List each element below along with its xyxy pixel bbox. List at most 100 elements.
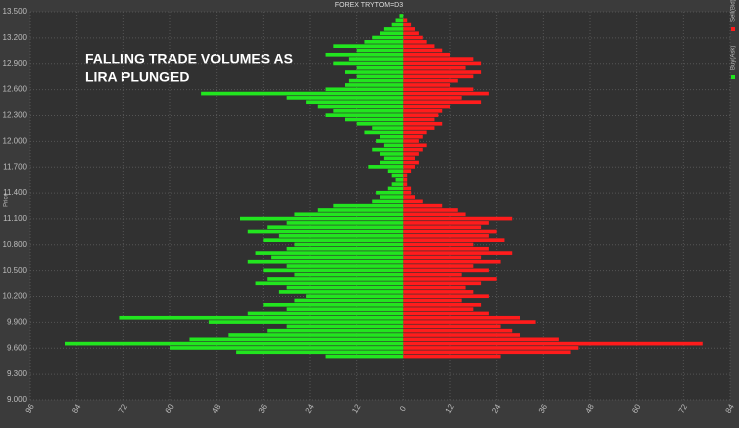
bar <box>403 190 412 195</box>
bar <box>403 255 482 260</box>
y-tick-label: 9.300 <box>7 369 28 378</box>
bar <box>286 307 404 311</box>
bar <box>391 22 404 27</box>
bar <box>236 350 404 355</box>
bar <box>403 113 439 117</box>
bar <box>403 91 489 96</box>
bar <box>345 83 404 87</box>
bar <box>403 48 443 53</box>
bar <box>380 195 404 199</box>
y-axis-label: Price <box>4 193 10 207</box>
bar <box>403 156 415 161</box>
bar <box>368 165 404 169</box>
bar <box>240 216 404 221</box>
bar <box>263 268 404 273</box>
bar <box>228 333 404 337</box>
bar <box>403 324 501 329</box>
bar <box>325 113 404 117</box>
bar <box>294 272 404 277</box>
y-tick-label: 9.600 <box>7 343 28 352</box>
bar <box>376 139 404 143</box>
bar <box>403 160 419 165</box>
y-tick-label: 12.300 <box>3 111 28 120</box>
bar <box>403 27 415 31</box>
bar <box>403 57 474 61</box>
legend-label: Sell(Bid) <box>731 0 737 22</box>
bar <box>403 104 450 109</box>
bar <box>403 173 408 178</box>
bar <box>387 186 404 191</box>
bar <box>356 74 404 79</box>
bar <box>403 65 466 70</box>
bar <box>263 303 404 307</box>
bar <box>383 27 404 31</box>
bar <box>391 182 404 186</box>
bar <box>403 311 489 316</box>
bar <box>403 350 571 355</box>
bar <box>403 242 474 247</box>
bar <box>403 134 423 139</box>
bar <box>170 346 404 350</box>
bar <box>403 78 458 83</box>
bar <box>380 134 404 139</box>
bar <box>383 156 404 161</box>
bar <box>325 52 404 57</box>
bar <box>403 22 412 27</box>
bar <box>201 91 404 96</box>
bar <box>403 87 474 92</box>
bar <box>403 70 482 74</box>
bar <box>383 143 404 148</box>
bar <box>333 61 404 66</box>
bar <box>403 346 579 350</box>
bar <box>380 160 404 165</box>
bar <box>403 341 703 346</box>
bar <box>403 259 501 264</box>
bar <box>403 40 427 44</box>
bar <box>356 48 404 53</box>
y-tick-label: 10.800 <box>3 240 28 249</box>
legend-label: Buy(Ask) <box>731 46 737 70</box>
bar <box>403 328 513 333</box>
bar <box>247 259 404 264</box>
bar <box>403 199 423 204</box>
bar <box>403 281 482 286</box>
bar <box>403 117 435 122</box>
bar <box>403 208 458 212</box>
bar <box>403 139 419 143</box>
bar <box>208 320 404 324</box>
bar <box>333 203 404 208</box>
bar <box>271 255 404 260</box>
bar <box>333 109 404 113</box>
bar <box>286 324 404 329</box>
bar <box>65 341 404 346</box>
bar <box>255 281 404 286</box>
bar <box>306 294 404 299</box>
bar <box>403 152 419 156</box>
y-tick-label: 9.900 <box>7 318 28 327</box>
bar <box>286 96 404 100</box>
legend-swatch <box>731 27 735 31</box>
bar <box>356 65 404 70</box>
bar <box>403 320 536 324</box>
bar <box>348 78 404 83</box>
bar <box>403 337 559 342</box>
bar <box>403 83 450 87</box>
bar <box>345 117 404 122</box>
y-tick-label: 11.700 <box>3 162 27 171</box>
bar <box>403 203 443 208</box>
bar <box>376 190 404 195</box>
bar <box>403 44 435 48</box>
bar <box>119 315 404 320</box>
bar <box>399 14 404 18</box>
bar <box>267 277 404 281</box>
bar <box>267 328 404 333</box>
bar <box>380 31 404 36</box>
bar <box>403 272 462 277</box>
bar <box>403 315 520 320</box>
bar <box>403 195 415 199</box>
bar <box>403 246 489 251</box>
bar <box>372 35 404 40</box>
bar <box>403 229 497 234</box>
bar <box>403 216 513 221</box>
